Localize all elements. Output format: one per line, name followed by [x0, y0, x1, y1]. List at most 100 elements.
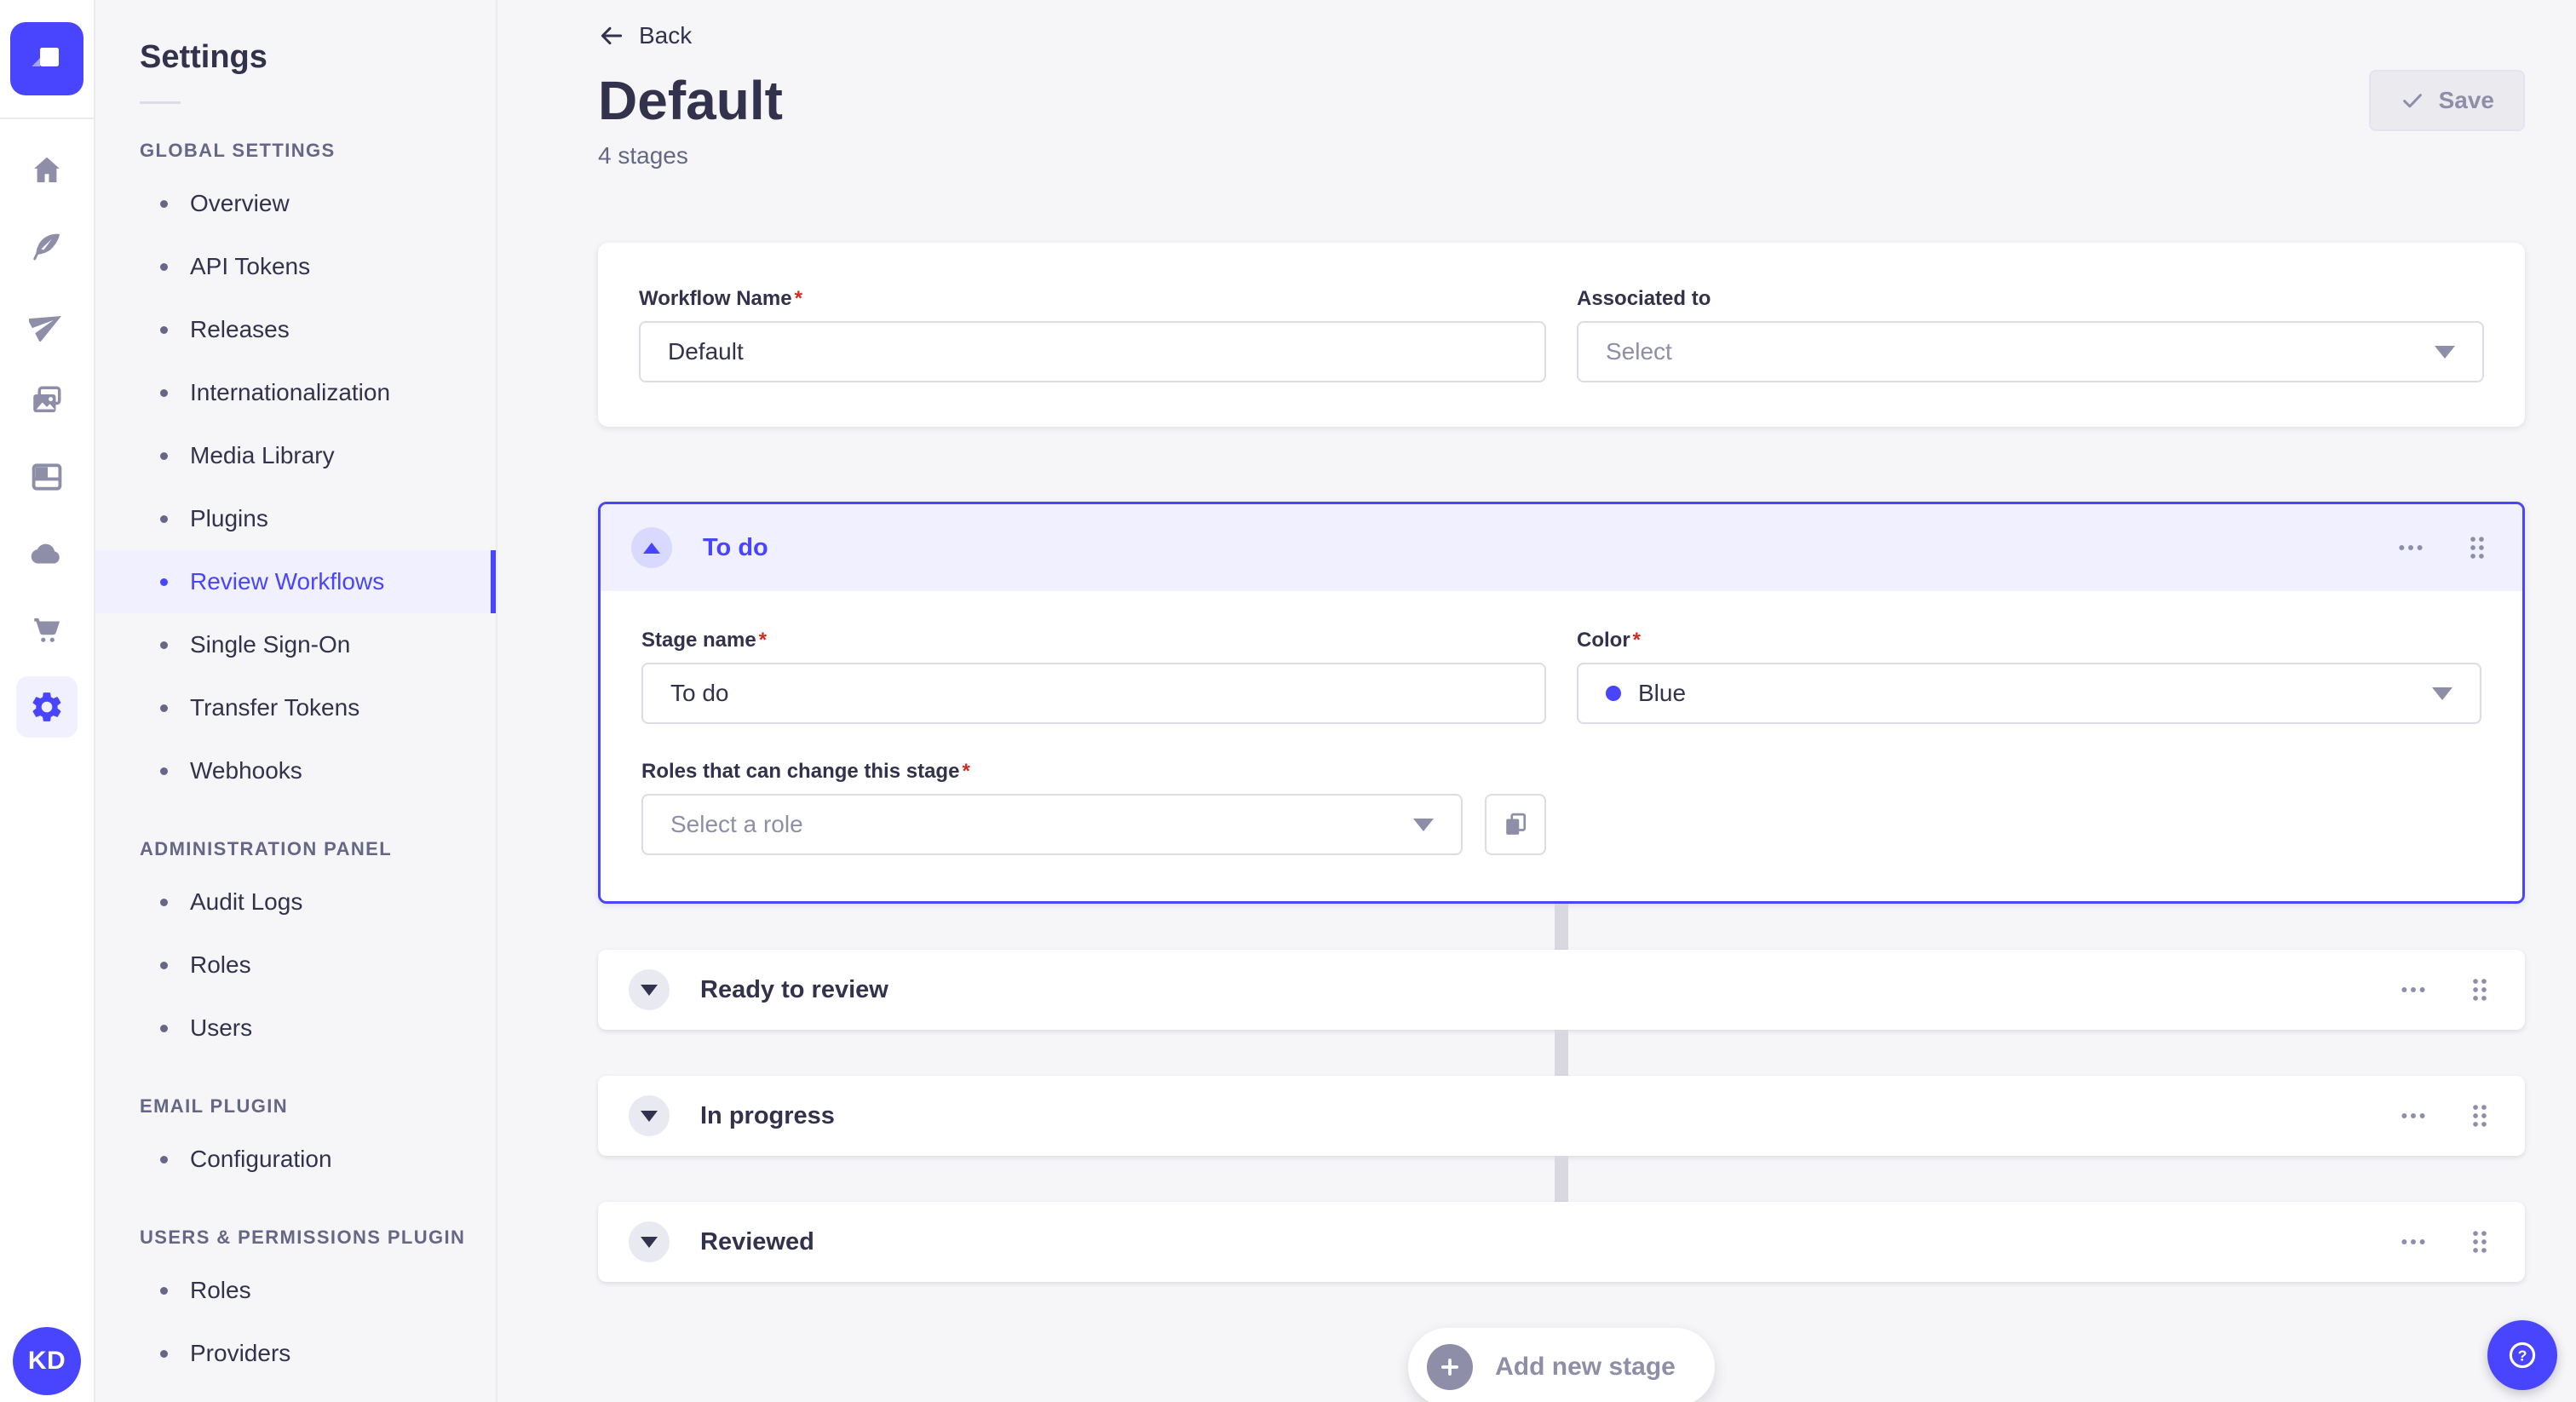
associated-to-field-group: Associated to Select — [1577, 287, 2484, 382]
bullet-dot — [160, 641, 168, 649]
section-label-users-permissions-plugin: USERS & PERMISSIONS PLUGIN — [140, 1227, 466, 1248]
rail-divider — [0, 118, 95, 119]
roles-field-group: Roles that can change this stage * Select… — [641, 760, 1546, 855]
stage-name-field-group: Stage name * — [641, 629, 1546, 724]
associated-to-select[interactable]: Select — [1577, 321, 2484, 382]
stage-card-reviewed[interactable]: Reviewed — [598, 1202, 2525, 1282]
sidebar-item-releases[interactable]: Releases — [95, 298, 496, 361]
sidebar-item-media-library[interactable]: Media Library — [95, 424, 496, 487]
sidebar-item-internationalization[interactable]: Internationalization — [95, 361, 496, 424]
sidebar-title-divider — [140, 101, 181, 104]
stage-name-label: Stage name * — [641, 629, 768, 652]
stage-title: Ready to review — [700, 975, 888, 1003]
drag-handle-icon[interactable] — [2465, 975, 2494, 1004]
bullet-dot — [160, 451, 168, 460]
stage-title: In progress — [700, 1101, 835, 1129]
chevron-down-icon — [1413, 818, 1434, 831]
expand-stage-button[interactable] — [629, 1221, 670, 1262]
paper-plane-icon[interactable] — [16, 293, 78, 354]
bullet-dot — [160, 514, 168, 523]
section-label-administration-panel: ADMINISTRATION PANEL — [140, 838, 393, 859]
sidebar-item-overview[interactable]: Overview — [95, 172, 496, 235]
sidebar-item-single-sign-on[interactable]: Single Sign-On — [95, 613, 496, 676]
sidebar-title: Settings — [140, 39, 267, 75]
layout-icon[interactable] — [16, 446, 78, 508]
sidebar-item-admin-roles[interactable]: Roles — [95, 934, 496, 997]
home-icon[interactable] — [16, 140, 78, 201]
stages-list: To do Stage name * — [598, 502, 2525, 1402]
required-marker: * — [758, 629, 768, 652]
sidebar-item-users[interactable]: Users — [95, 997, 496, 1060]
stage-actions — [2396, 533, 2492, 562]
cloud-icon[interactable] — [16, 523, 78, 584]
sidebar-item-up-roles[interactable]: Roles — [95, 1259, 496, 1322]
save-button[interactable]: Save — [2368, 70, 2525, 131]
workflow-name-field-group: Workflow Name * — [639, 287, 1546, 382]
expand-stage-button[interactable] — [629, 1095, 670, 1136]
workflow-name-label: Workflow Name * — [639, 287, 802, 310]
bullet-dot — [160, 1286, 168, 1295]
chevron-down-icon — [641, 1236, 658, 1248]
required-marker: * — [794, 287, 802, 310]
sidebar-item-audit-logs[interactable]: Audit Logs — [95, 871, 496, 934]
settings-gear-icon[interactable] — [16, 676, 78, 738]
bullet-dot — [160, 262, 168, 271]
stage-count: 4 stages — [598, 142, 688, 169]
stage-options-icon[interactable] — [2399, 975, 2428, 1004]
stage-actions — [2399, 1101, 2494, 1130]
stage-name-input[interactable] — [641, 663, 1546, 724]
sidebar-item-review-workflows[interactable]: Review Workflows — [95, 550, 496, 613]
section-label-email-plugin: EMAIL PLUGIN — [140, 1095, 289, 1117]
chevron-up-icon — [643, 542, 660, 554]
stage-title: To do — [703, 533, 768, 561]
stage-actions — [2399, 975, 2494, 1004]
sidebar-item-transfer-tokens[interactable]: Transfer Tokens — [95, 676, 496, 739]
duplicate-stage-button[interactable] — [1485, 794, 1546, 855]
roles-select[interactable]: Select a role — [641, 794, 1463, 855]
drag-handle-icon[interactable] — [2465, 1227, 2494, 1256]
copy-icon — [1506, 813, 1527, 835]
rail-icon-list — [16, 140, 78, 738]
stage-connector — [1555, 1030, 1568, 1076]
sidebar-item-webhooks[interactable]: Webhooks — [95, 739, 496, 802]
cart-icon[interactable] — [16, 600, 78, 661]
help-button[interactable]: ? — [2487, 1320, 2557, 1390]
user-avatar[interactable]: KD — [13, 1327, 81, 1395]
drag-handle-icon[interactable] — [2465, 1101, 2494, 1130]
sidebar-item-plugins[interactable]: Plugins — [95, 487, 496, 550]
drag-handle-icon[interactable] — [2463, 533, 2492, 562]
feather-icon[interactable] — [16, 216, 78, 278]
bullet-dot — [160, 388, 168, 397]
sidebar-item-providers[interactable]: Providers — [95, 1322, 496, 1385]
color-swatch-blue — [1606, 686, 1621, 701]
roles-label: Roles that can change this stage * — [641, 760, 970, 783]
expand-stage-button[interactable] — [629, 969, 670, 1010]
required-marker: * — [1632, 629, 1642, 652]
media-library-icon[interactable] — [16, 370, 78, 431]
stage-header-to-do[interactable]: To do — [601, 504, 2522, 591]
stage-body: Stage name* Color* Blue — [601, 591, 2522, 901]
workflow-form-card: Workflow Name* Associated to Select — [598, 243, 2525, 427]
section-label-global-settings: GLOBAL SETTINGS — [140, 140, 336, 161]
stage-options-icon[interactable] — [2396, 533, 2425, 562]
sidebar-item-api-tokens[interactable]: API Tokens — [95, 235, 496, 298]
stage-options-icon[interactable] — [2399, 1101, 2428, 1130]
required-marker: * — [962, 760, 970, 783]
sidebar-item-configuration[interactable]: Configuration — [95, 1128, 496, 1191]
add-new-stage-button[interactable]: Add new stage — [1408, 1328, 1715, 1402]
stage-card-ready-to-review[interactable]: Ready to review — [598, 950, 2525, 1030]
color-select[interactable]: Blue — [1577, 663, 2481, 724]
bullet-dot — [160, 898, 168, 906]
workflow-name-input[interactable] — [639, 321, 1546, 382]
bullet-dot — [160, 704, 168, 712]
stage-connector — [1555, 1156, 1568, 1202]
back-link[interactable]: Back — [598, 22, 692, 49]
bullet-dot — [160, 199, 168, 208]
question-mark-help-icon: ? — [2509, 1342, 2536, 1369]
stage-options-icon[interactable] — [2399, 1227, 2428, 1256]
stage-card-in-progress[interactable]: In progress — [598, 1076, 2525, 1156]
stage-actions — [2399, 1227, 2494, 1256]
strapi-logo[interactable] — [10, 22, 83, 95]
collapse-stage-button[interactable] — [631, 527, 672, 568]
